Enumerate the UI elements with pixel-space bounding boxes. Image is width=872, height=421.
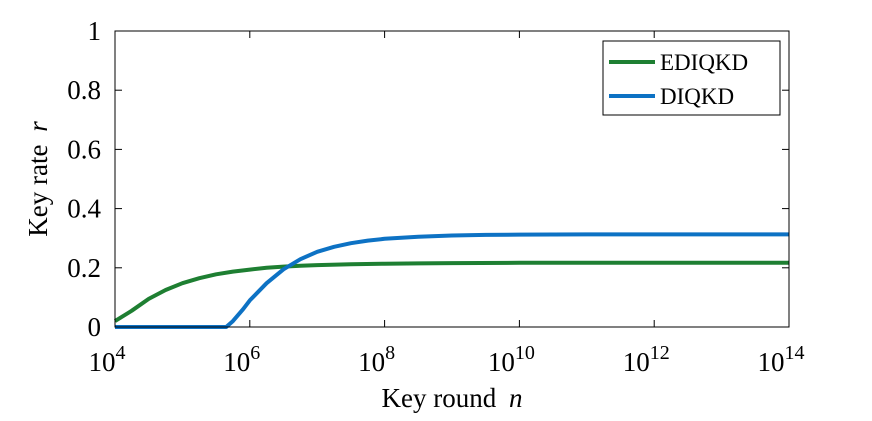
y-tick-label: 0	[88, 312, 102, 342]
x-axis-variable: n	[509, 383, 523, 413]
x-tick-label-base: 10	[223, 347, 250, 377]
x-tick-label-base: 10	[488, 347, 515, 377]
y-axis-variable: r	[23, 121, 53, 132]
x-tick-label-exponent: 8	[385, 342, 395, 364]
ticks-layer	[114, 30, 790, 328]
x-tick-label-base: 10	[89, 347, 116, 377]
y-tick-label: 0.8	[67, 75, 101, 105]
x-tick-label-exponent: 14	[785, 342, 805, 364]
y-tick-labels: 0 0.2 0.4 0.6 0.8 1	[67, 16, 101, 342]
plot-frame	[114, 30, 790, 328]
x-tick-label-base: 10	[358, 347, 385, 377]
x-tick-label-base: 10	[758, 347, 785, 377]
x-tick-label: 106	[223, 342, 260, 377]
y-tick-label: 0.6	[67, 134, 101, 164]
y-axis-title: Key rate r	[23, 121, 53, 237]
y-tick-label: 1	[88, 16, 102, 46]
x-tick-label: 1014	[758, 342, 805, 377]
x-tick-labels: 104 106 108 1010 1012 1014	[89, 342, 805, 377]
x-tick-label-exponent: 6	[250, 342, 260, 364]
x-tick-label: 104	[89, 342, 126, 377]
x-tick-label-base: 10	[623, 347, 650, 377]
x-axis-title-text: Key round	[382, 383, 497, 413]
legend-label-diqkd: DIQKD	[660, 84, 734, 109]
axes-frame	[114, 30, 790, 328]
y-tick-label: 0.4	[67, 194, 101, 224]
x-tick-label-exponent: 10	[515, 342, 535, 364]
x-tick-label: 108	[358, 342, 395, 377]
legend: EDIQKD DIQKD	[602, 40, 781, 116]
x-tick-label: 1010	[488, 342, 535, 377]
x-axis-title: Key round n	[382, 383, 523, 413]
legend-label-ediqkd: EDIQKD	[660, 50, 748, 75]
legend-box	[602, 40, 781, 116]
x-tick-label-exponent: 4	[116, 342, 126, 364]
y-axis-title-text: Key rate	[23, 145, 53, 237]
x-tick-label: 1012	[623, 342, 670, 377]
y-tick-label: 0.2	[67, 253, 101, 283]
x-tick-label-exponent: 12	[650, 342, 670, 364]
